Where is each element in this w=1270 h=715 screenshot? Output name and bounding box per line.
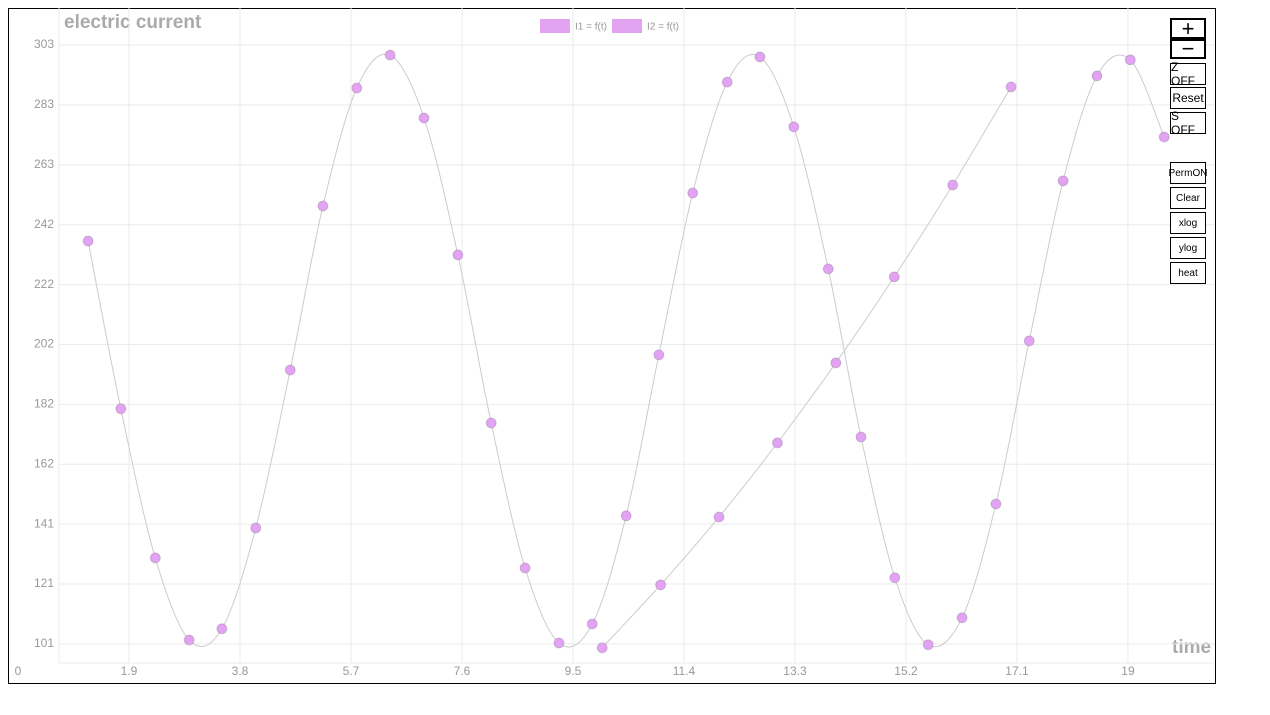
point: [1158, 131, 1170, 143]
point: [687, 187, 699, 199]
point: [888, 271, 900, 283]
point: [250, 522, 262, 534]
point: [922, 639, 934, 651]
point: [721, 76, 733, 88]
point: [956, 612, 968, 624]
control-button[interactable]: Reset: [1170, 87, 1206, 109]
x-tick-label: 1.9: [121, 664, 138, 678]
point: [519, 562, 531, 574]
y-tick-label: 222: [34, 277, 54, 291]
point: [586, 618, 598, 630]
x-tick-label: 15.2: [894, 664, 918, 678]
point: [1057, 175, 1069, 187]
line: [601, 86, 1012, 649]
y-tick-label: 283: [34, 97, 54, 111]
y-tick-label: 101: [34, 636, 54, 650]
y-tick-label: 121: [34, 576, 54, 590]
y-tick-label: 303: [34, 37, 54, 51]
grid: [58, 8, 1215, 664]
control-button[interactable]: −: [1170, 38, 1206, 60]
legend-swatch: [612, 19, 642, 33]
point: [149, 552, 161, 564]
x-tick-label: 0: [15, 664, 22, 678]
x-axis-label: time: [1172, 637, 1211, 658]
control-button[interactable]: heat: [1170, 262, 1206, 284]
y-tick-label: 263: [34, 157, 54, 171]
point: [452, 249, 464, 261]
point: [553, 637, 565, 649]
legend-label: I1 = f(t): [575, 22, 607, 33]
point: [1124, 54, 1136, 66]
point: [384, 49, 396, 61]
x-tick-label: 7.6: [454, 664, 471, 678]
point: [418, 112, 430, 124]
point: [1005, 81, 1017, 93]
point: [855, 431, 867, 443]
control-button[interactable]: ylog: [1170, 237, 1206, 259]
y-tick-label: 141: [34, 516, 54, 530]
point: [947, 179, 959, 191]
point: [889, 572, 901, 584]
point: [351, 82, 363, 94]
x-tick-label: 19: [1121, 664, 1135, 678]
control-button[interactable]: Clear: [1170, 187, 1206, 209]
y-tick-label: 182: [34, 397, 54, 411]
x-tick-label: 17.1: [1005, 664, 1029, 678]
control-button[interactable]: xlog: [1170, 212, 1206, 234]
control-button[interactable]: S OFF: [1170, 109, 1206, 137]
y-tick-label: 202: [34, 337, 54, 351]
point: [317, 200, 329, 212]
point: [1091, 70, 1103, 82]
x-tick-label: 9.5: [565, 664, 582, 678]
point: [1023, 335, 1035, 347]
y-tick-label: 242: [34, 217, 54, 231]
legend-label: I2 = f(t): [647, 22, 679, 33]
point: [830, 357, 842, 369]
point: [82, 235, 94, 247]
point: [771, 437, 783, 449]
line: [87, 53, 1165, 648]
point: [754, 51, 766, 63]
point: [655, 579, 667, 591]
x-tick-label: 11.4: [673, 664, 696, 678]
point: [788, 121, 800, 133]
point: [284, 364, 296, 376]
control-button[interactable]: Z OFF: [1170, 60, 1206, 88]
point: [115, 403, 127, 415]
point: [596, 642, 608, 654]
x-tick-label: 3.8: [232, 664, 249, 678]
point: [713, 511, 725, 523]
x-tick-label: 5.7: [343, 664, 360, 678]
legend-swatch: [540, 19, 570, 33]
point: [216, 623, 228, 635]
x-tick-label: 13.3: [783, 664, 807, 678]
chart-title: electric current: [64, 12, 202, 33]
control-button[interactable]: +: [1170, 17, 1206, 39]
point: [653, 349, 665, 361]
point: [822, 263, 834, 275]
control-button[interactable]: PermON: [1169, 162, 1207, 184]
point: [990, 498, 1002, 510]
point: [485, 417, 497, 429]
point: [183, 634, 195, 646]
point: [620, 510, 632, 522]
frame: [8, 8, 1216, 684]
y-tick-label: 162: [34, 456, 54, 470]
